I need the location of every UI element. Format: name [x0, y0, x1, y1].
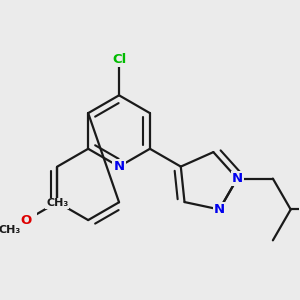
Text: N: N [214, 203, 225, 216]
Text: CH₃: CH₃ [0, 225, 21, 235]
Text: N: N [113, 160, 124, 173]
Text: O: O [21, 214, 32, 226]
Text: N: N [232, 172, 243, 185]
Text: Cl: Cl [112, 53, 126, 66]
Text: CH₃: CH₃ [46, 198, 68, 208]
